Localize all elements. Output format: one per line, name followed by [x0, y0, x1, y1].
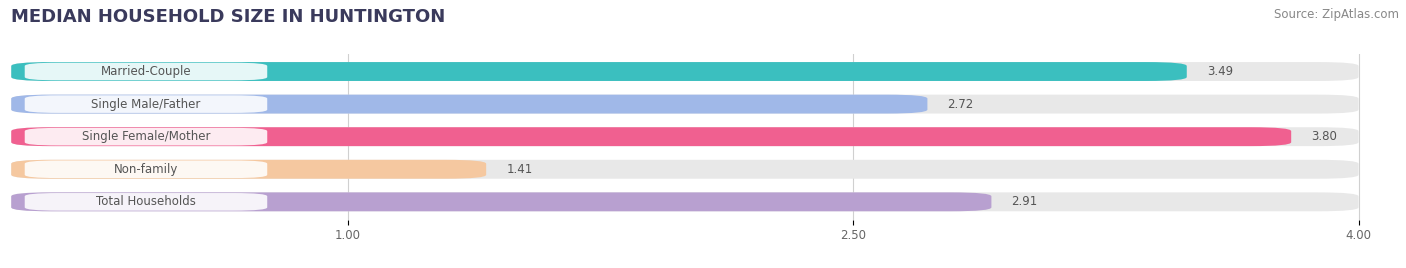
FancyBboxPatch shape — [11, 127, 1358, 146]
FancyBboxPatch shape — [11, 192, 1358, 211]
Text: 2.72: 2.72 — [948, 98, 974, 111]
Text: 3.49: 3.49 — [1206, 65, 1233, 78]
Text: Non-family: Non-family — [114, 163, 179, 176]
FancyBboxPatch shape — [11, 160, 486, 179]
Text: 2.91: 2.91 — [1012, 195, 1038, 208]
Text: Source: ZipAtlas.com: Source: ZipAtlas.com — [1274, 8, 1399, 21]
FancyBboxPatch shape — [11, 62, 1187, 81]
FancyBboxPatch shape — [11, 192, 991, 211]
Text: MEDIAN HOUSEHOLD SIZE IN HUNTINGTON: MEDIAN HOUSEHOLD SIZE IN HUNTINGTON — [11, 8, 446, 26]
FancyBboxPatch shape — [11, 160, 1358, 179]
Text: 3.80: 3.80 — [1312, 130, 1337, 143]
FancyBboxPatch shape — [11, 62, 1358, 81]
Text: Total Households: Total Households — [96, 195, 195, 208]
Text: Married-Couple: Married-Couple — [101, 65, 191, 78]
Text: Single Male/Father: Single Male/Father — [91, 98, 201, 111]
FancyBboxPatch shape — [25, 193, 267, 211]
FancyBboxPatch shape — [11, 95, 928, 114]
Text: Single Female/Mother: Single Female/Mother — [82, 130, 211, 143]
FancyBboxPatch shape — [25, 95, 267, 113]
FancyBboxPatch shape — [11, 95, 1358, 114]
FancyBboxPatch shape — [11, 127, 1291, 146]
FancyBboxPatch shape — [25, 161, 267, 178]
FancyBboxPatch shape — [25, 128, 267, 146]
FancyBboxPatch shape — [25, 63, 267, 80]
Text: 1.41: 1.41 — [506, 163, 533, 176]
